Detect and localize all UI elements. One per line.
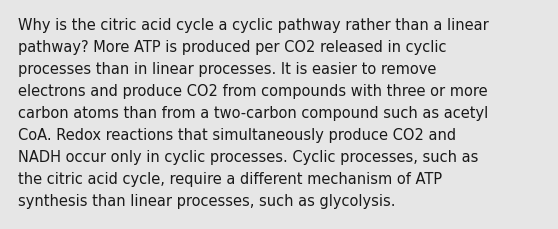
Text: NADH occur only in cyclic processes. Cyclic processes, such as: NADH occur only in cyclic processes. Cyc… bbox=[18, 149, 478, 164]
Text: carbon atoms than from a two-carbon compound such as acetyl: carbon atoms than from a two-carbon comp… bbox=[18, 106, 488, 120]
Text: CoA. Redox reactions that simultaneously produce CO2 and: CoA. Redox reactions that simultaneously… bbox=[18, 128, 456, 142]
Text: pathway? More ATP is produced per CO2 released in cyclic: pathway? More ATP is produced per CO2 re… bbox=[18, 40, 446, 55]
Text: electrons and produce CO2 from compounds with three or more: electrons and produce CO2 from compounds… bbox=[18, 84, 488, 98]
Text: synthesis than linear processes, such as glycolysis.: synthesis than linear processes, such as… bbox=[18, 193, 396, 208]
Text: Why is the citric acid cycle a cyclic pathway rather than a linear: Why is the citric acid cycle a cyclic pa… bbox=[18, 18, 489, 33]
Text: processes than in linear processes. It is easier to remove: processes than in linear processes. It i… bbox=[18, 62, 436, 77]
Text: the citric acid cycle, require a different mechanism of ATP: the citric acid cycle, require a differe… bbox=[18, 171, 442, 186]
